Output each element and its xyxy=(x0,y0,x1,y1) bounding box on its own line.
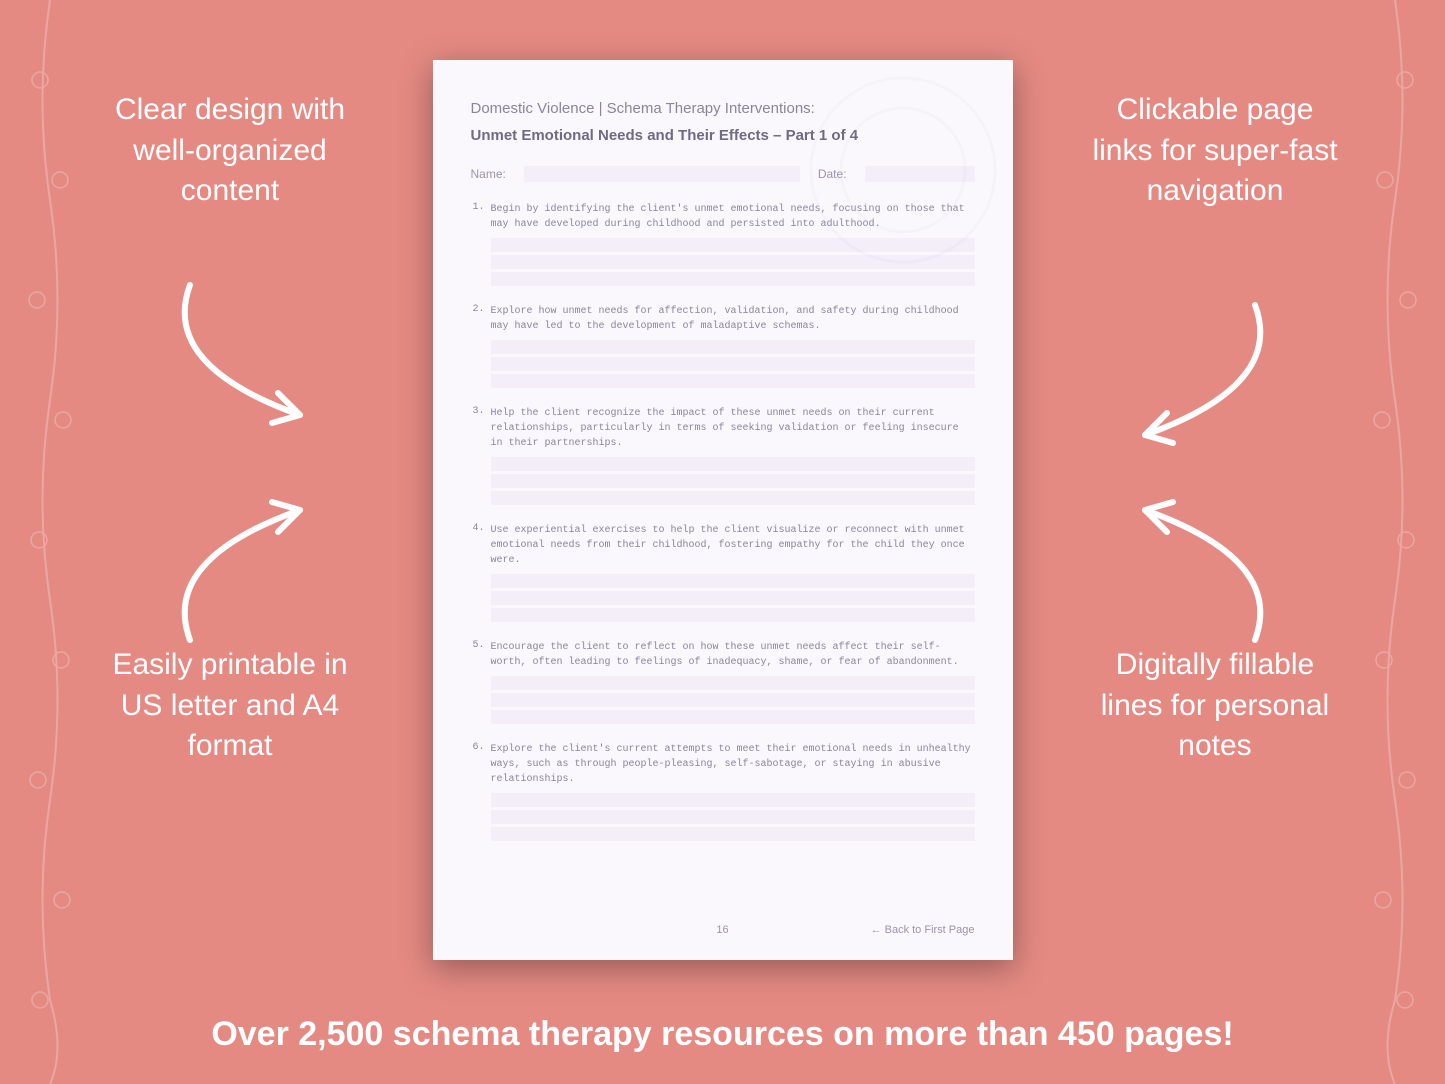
arrow-bottom-left xyxy=(150,490,350,650)
fill-lines[interactable] xyxy=(491,238,975,286)
fill-lines[interactable] xyxy=(491,457,975,505)
worksheet-item: 3.Help the client recognize the impact o… xyxy=(471,406,975,505)
item-number: 1. xyxy=(471,202,485,232)
item-text: Explore the client's current attempts to… xyxy=(491,742,975,787)
worksheet-item: 2.Explore how unmet needs for affection,… xyxy=(471,304,975,388)
fill-lines[interactable] xyxy=(491,676,975,724)
callout-top-left: Clear design with well-organized content xyxy=(100,90,360,212)
name-date-row: Name: Date: xyxy=(471,166,975,182)
item-text: Encourage the client to reflect on how t… xyxy=(491,640,975,670)
worksheet-item: 5.Encourage the client to reflect on how… xyxy=(471,640,975,724)
item-text: Use experiential exercises to help the c… xyxy=(491,523,975,568)
page-subtitle: Unmet Emotional Needs and Their Effects … xyxy=(471,127,975,144)
item-number: 2. xyxy=(471,304,485,334)
item-number: 5. xyxy=(471,640,485,670)
callout-bottom-right: Digitally fillable lines for personal no… xyxy=(1085,645,1345,767)
date-label: Date: xyxy=(818,167,847,181)
fill-lines[interactable] xyxy=(491,793,975,841)
vine-decoration-right xyxy=(1360,0,1430,1084)
fill-lines[interactable] xyxy=(491,340,975,388)
item-number: 4. xyxy=(471,523,485,568)
footer-banner: Over 2,500 schema therapy resources on m… xyxy=(0,1015,1445,1054)
name-label: Name: xyxy=(471,167,506,181)
item-text: Help the client recognize the impact of … xyxy=(491,406,975,451)
callout-bottom-left: Easily printable in US letter and A4 for… xyxy=(100,645,360,767)
callout-top-right: Clickable page links for super-fast navi… xyxy=(1085,90,1345,212)
vine-decoration-left xyxy=(15,0,85,1084)
page-category-title: Domestic Violence | Schema Therapy Inter… xyxy=(471,100,975,117)
worksheet-item: 4.Use experiential exercises to help the… xyxy=(471,523,975,622)
name-input[interactable] xyxy=(524,166,800,182)
page-footer: ← Back to First Page xyxy=(471,924,975,936)
fill-lines[interactable] xyxy=(491,574,975,622)
date-input[interactable] xyxy=(865,166,975,182)
worksheet-item: 6.Explore the client's current attempts … xyxy=(471,742,975,841)
item-number: 6. xyxy=(471,742,485,787)
arrow-bottom-right xyxy=(1095,490,1295,650)
item-text: Explore how unmet needs for affection, v… xyxy=(491,304,975,334)
arrow-top-left xyxy=(150,275,350,435)
arrow-top-right xyxy=(1095,295,1295,455)
items-list: 1.Begin by identifying the client's unme… xyxy=(471,202,975,841)
worksheet-page: Domestic Violence | Schema Therapy Inter… xyxy=(433,60,1013,960)
item-text: Begin by identifying the client's unmet … xyxy=(491,202,975,232)
back-to-first-link[interactable]: ← Back to First Page xyxy=(871,924,975,936)
worksheet-item: 1.Begin by identifying the client's unme… xyxy=(471,202,975,286)
item-number: 3. xyxy=(471,406,485,451)
